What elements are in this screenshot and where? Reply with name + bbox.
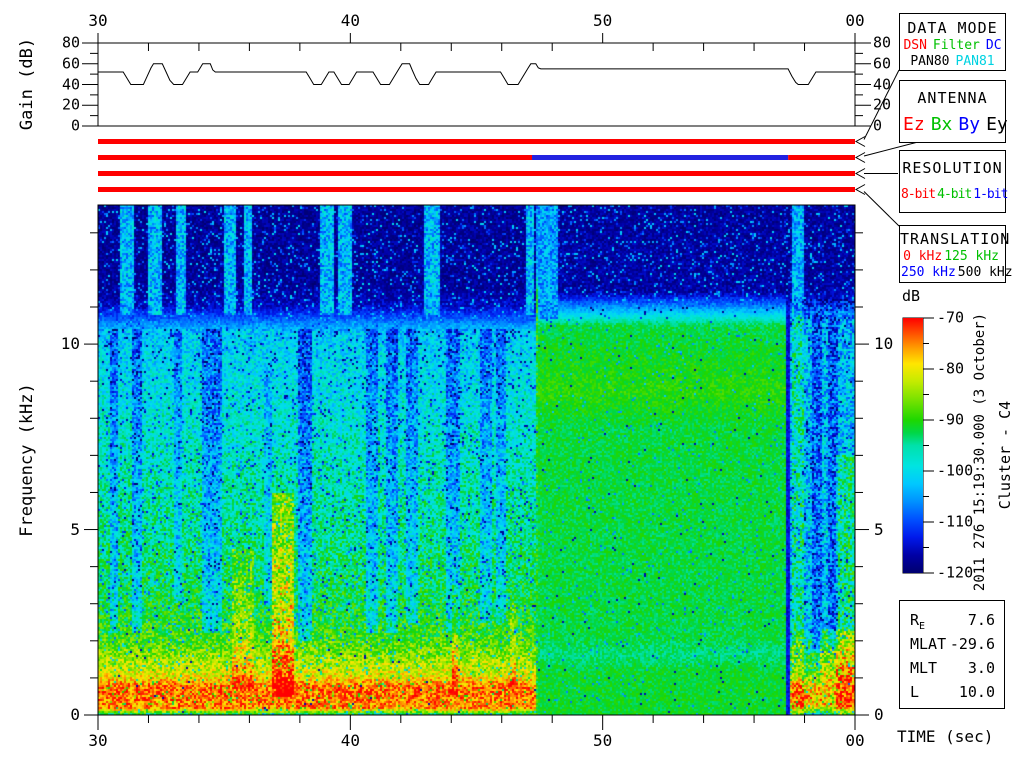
colorbar-tick-label: -120	[937, 563, 974, 582]
colorbar-unit-label: dB	[902, 287, 921, 305]
colorbar-tick-label: -100	[937, 461, 974, 480]
antenna-bar-segment	[532, 155, 789, 160]
antenna-title: ANTENNA	[917, 89, 988, 107]
gain-tick-label-left: 40	[61, 75, 80, 93]
time-tick-label: 00	[845, 731, 865, 750]
left-arrow-icon	[854, 184, 866, 195]
freq-tick-label-right: 10	[874, 334, 894, 354]
gain-tick-label-right: 20	[873, 95, 892, 114]
antenna-option: By	[958, 114, 981, 135]
translation-legend-box: TRANSLATION 0 kHz 125 kHz 250 kHz 500 kHz	[899, 225, 1013, 283]
resolution-option-row: 8-bit 4-bit 1-bit	[900, 187, 1008, 202]
data-mode-option: DC	[985, 38, 1002, 53]
antenna-options: Ez Bx By Ey	[900, 114, 1008, 135]
timestamp-label: 2011 276 15:19:30.000 (3 October)	[972, 312, 988, 592]
data-mode-bar-segment	[98, 139, 855, 144]
data-mode-option: PAN81	[955, 54, 995, 69]
resolution-option: 1-bit	[973, 187, 1008, 202]
gain-tick-label-right: 0	[873, 116, 883, 135]
translation-title: TRANSLATION	[900, 230, 1011, 248]
resolution-option: 4-bit	[937, 187, 972, 202]
gain-time-tick-label: 30	[88, 11, 108, 30]
translation-option: 500 kHz	[957, 265, 1013, 280]
left-arrow-icon	[854, 152, 866, 163]
gain-tick-label-left: 80	[61, 33, 80, 52]
ephemeris-param-value: -29.6	[949, 635, 995, 653]
freq-tick-label-left: 5	[70, 519, 80, 539]
translation-bar-segment	[98, 187, 855, 192]
resolution-bar-segment	[98, 171, 855, 176]
ephemeris-row: RE 7.6	[900, 608, 1004, 632]
ephemeris-row: L 10.0	[900, 680, 1004, 704]
left-arrow-icon	[854, 168, 866, 179]
legend-connector-line	[863, 191, 900, 227]
freq-tick-label-left: 0	[70, 705, 80, 724]
ephemeris-param-label: RE	[910, 611, 926, 632]
data-mode-option: Filter	[932, 38, 980, 53]
resolution-title: RESOLUTION	[902, 159, 1003, 177]
antenna-bar-segment	[98, 155, 533, 160]
gain-plot-frame	[97, 42, 856, 127]
time-tick-label: 50	[593, 731, 613, 750]
freq-tick-label-right: 5	[874, 519, 884, 539]
time-tick-label: 30	[88, 731, 108, 750]
translation-option-row: 250 kHz 500 kHz	[900, 265, 1013, 280]
spectrogram-image	[98, 205, 855, 715]
left-arrow-icon	[854, 136, 866, 147]
antenna-option: Ey	[986, 114, 1008, 135]
data-mode-option-row: DSN Filter DC	[900, 38, 1005, 53]
colorbar-tick-label: -110	[937, 512, 974, 531]
gain-time-tick-label: 00	[845, 11, 865, 30]
translation-option-row: 0 kHz 125 kHz	[900, 249, 1005, 264]
data-mode-options: DSN Filter DC PAN80 PAN81	[900, 38, 1005, 69]
freq-tick-label-right: 0	[874, 705, 884, 724]
ephemeris-param-value: 7.6	[967, 611, 995, 629]
gain-tick-label-right: 80	[873, 33, 892, 52]
gain-tick-label-left: 0	[70, 116, 80, 135]
gain-tick-label-left: 20	[61, 95, 80, 114]
gain-tick-label-right: 60	[873, 54, 892, 73]
gain-time-tick-label: 50	[593, 11, 613, 30]
antenna-bar-segment	[788, 155, 855, 160]
colorbar-tick-label: -80	[937, 359, 965, 378]
colorbar-tick-label: -90	[937, 410, 965, 429]
gain-tick-label-left: 60	[61, 54, 80, 73]
resolution-legend-box: RESOLUTION 8-bit 4-bit 1-bit	[899, 150, 1008, 213]
ephemeris-row: MLT 3.0	[900, 656, 1004, 680]
time-tick-label: 40	[340, 731, 360, 750]
gain-trace	[98, 63, 855, 85]
translation-option: 250 kHz	[901, 265, 956, 280]
translation-option: 0 kHz	[903, 249, 943, 264]
ephemeris-param-label: MLAT	[910, 635, 947, 653]
antenna-option: Bx	[930, 114, 953, 135]
time-axis-label: TIME (sec)	[897, 727, 994, 746]
gain-axis-label: Gain (dB)	[17, 37, 37, 131]
colorbar	[903, 318, 923, 573]
frequency-axis-label: Frequency (kHz)	[17, 383, 37, 537]
ephemeris-param-value: 3.0	[967, 659, 995, 677]
data-mode-legend-box: DATA MODE DSN Filter DC PAN80 PAN81	[899, 13, 1006, 71]
antenna-option-row: Ez Bx By Ey	[900, 114, 1008, 135]
ephemeris-param-label: L	[910, 683, 920, 701]
resolution-options: 8-bit 4-bit 1-bit	[900, 187, 1008, 202]
translation-option: 125 kHz	[944, 249, 999, 264]
ephemeris-row: MLAT -29.6	[900, 632, 1004, 656]
antenna-legend-box: ANTENNA Ez Bx By Ey	[899, 80, 1008, 143]
ephemeris-box: RE 7.6 MLAT -29.6 MLT 3.0 L 10.0	[899, 600, 1005, 709]
spacecraft-label: Cluster - C4	[996, 400, 1014, 510]
data-mode-title: DATA MODE	[907, 19, 998, 37]
colorbar-tick-label: -70	[937, 308, 965, 327]
resolution-option: 8-bit	[901, 187, 936, 202]
ephemeris-param-label: MLT	[910, 659, 938, 677]
data-mode-option-row: PAN80 PAN81	[900, 54, 1005, 69]
freq-tick-label-left: 10	[60, 334, 80, 354]
data-mode-option: PAN80	[910, 54, 950, 69]
ephemeris-param-value: 10.0	[958, 683, 995, 701]
gain-time-tick-label: 40	[340, 11, 360, 30]
antenna-option: Ez	[903, 114, 925, 135]
gain-tick-label-right: 40	[873, 75, 892, 93]
data-mode-option: DSN	[903, 38, 927, 53]
translation-options: 0 kHz 125 kHz 250 kHz 500 kHz	[900, 249, 1013, 280]
